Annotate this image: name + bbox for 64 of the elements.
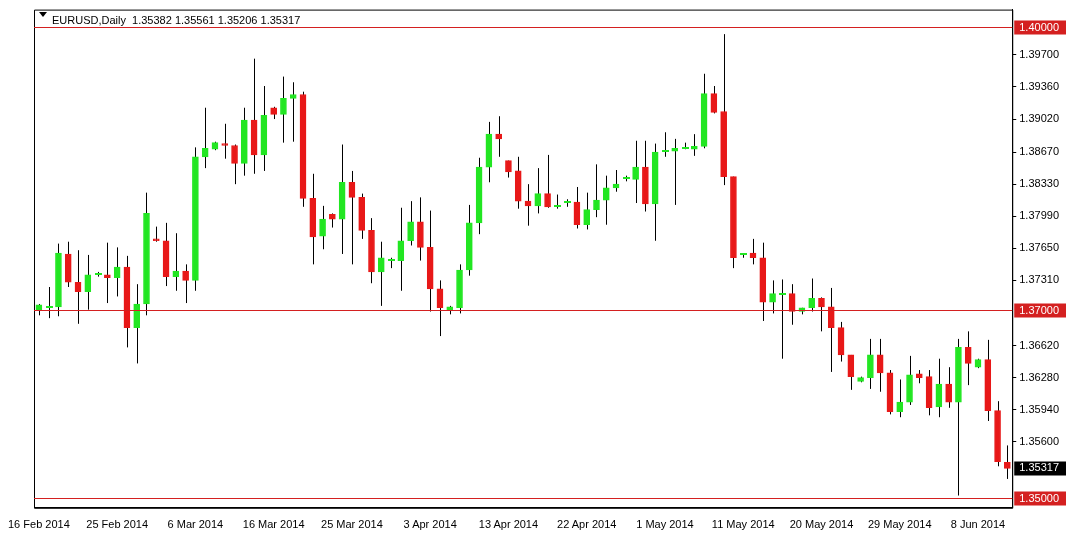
x-tick-label: 29 May 2014 (867, 518, 932, 531)
x-tick-label: 22 Apr 2014 (557, 518, 617, 531)
candlestick (769, 279, 776, 314)
x-tick-label: 25 Feb 2014 (86, 518, 149, 531)
x-tick-label: 1 May 2014 (636, 518, 694, 531)
candlestick (876, 338, 884, 393)
candlestick (593, 163, 600, 218)
x-tick-label: 16 Mar 2014 (242, 518, 305, 531)
y-tick-label: 1.39700 (1019, 47, 1059, 60)
y-tick-label: 1.36280 (1019, 370, 1059, 383)
x-tick-label: 6 Mar 2014 (167, 518, 224, 531)
y-tick-label: 1.38330 (1019, 177, 1059, 190)
candlestick (632, 140, 639, 204)
y-tick-label: 1.35940 (1019, 402, 1059, 415)
ref-line-label: 1.35000 (1019, 491, 1059, 504)
candlestick (827, 287, 835, 373)
candlestick (407, 200, 414, 246)
candlestick (896, 378, 904, 418)
candlestick (495, 115, 502, 158)
y-tick-label: 1.37650 (1019, 241, 1059, 254)
x-tick-label: 8 Jun 2014 (950, 518, 1006, 531)
y-tick-label: 1.37990 (1019, 209, 1059, 222)
candlestick (104, 242, 111, 304)
candlestick (319, 205, 326, 250)
x-tick-label: 13 Apr 2014 (478, 518, 539, 531)
x-tick-label: 11 May 2014 (711, 518, 775, 531)
candlestick (583, 192, 591, 230)
y-tick-label: 1.37310 (1019, 273, 1059, 286)
candlestick (662, 131, 669, 158)
candlestick (46, 286, 53, 319)
candlestick (231, 144, 238, 185)
y-tick-label: 1.36620 (1019, 338, 1059, 351)
candlestick (84, 254, 92, 311)
candlestick (534, 167, 542, 214)
chart-title: EURUSD,Daily 1.35382 1.35561 1.35206 1.35317 (52, 13, 301, 26)
candlestick (818, 296, 825, 332)
candlestick (808, 278, 816, 313)
candlestick (779, 278, 786, 360)
y-tick-label: 1.35600 (1019, 434, 1059, 447)
candlestick (377, 241, 385, 307)
text: 1.35317 (1019, 461, 1059, 474)
candlestick (201, 107, 209, 169)
candlestick (867, 338, 874, 390)
candlestick (221, 123, 229, 160)
y-tick-label: 1.39020 (1019, 112, 1059, 125)
y-tick-label: 1.39360 (1019, 80, 1059, 92)
candlestick (1004, 444, 1011, 480)
candlestick (964, 330, 972, 386)
x-tick-label: 3 Apr 2014 (403, 518, 457, 531)
x-tick-label: 16 Feb 2014 (8, 518, 70, 531)
candlestick (133, 283, 141, 364)
y-tick-label: 1.38670 (1019, 145, 1059, 158)
candlestick (690, 133, 698, 157)
candlestick (945, 366, 952, 409)
candlestick (602, 175, 610, 226)
ref-line-label: 1.37000 (1019, 303, 1059, 316)
candlestick (289, 81, 297, 143)
candlestick (544, 154, 551, 209)
candlestick (280, 76, 287, 144)
ref-line-label: 1.40000 (1019, 20, 1059, 33)
x-tick-label: 20 May 2014 (789, 518, 854, 531)
x-tick-label: 25 Mar 2014 (321, 518, 383, 531)
candlestick (182, 263, 189, 304)
candlestick (847, 354, 855, 391)
